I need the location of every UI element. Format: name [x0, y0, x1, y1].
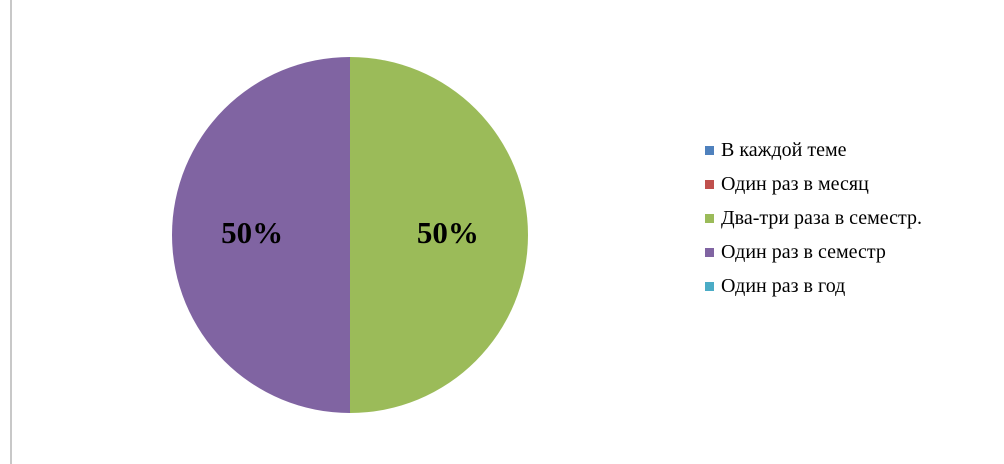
pie-slice-3: [350, 57, 528, 413]
chart-legend: В каждой теме Один раз в месяц Два-три раз…: [705, 133, 922, 303]
legend-label-3: Два-три раза в семестр.: [721, 206, 923, 229]
legend-swatch-3: [705, 213, 714, 223]
data-label-4: 50%: [221, 215, 283, 250]
legend-swatch-2: [705, 179, 714, 189]
legend-item-5: Один раз в год: [705, 269, 922, 303]
legend-item-4: Один раз в семестр: [705, 235, 922, 269]
legend-item-3: Два-три раза в семестр.: [705, 201, 922, 235]
pie-slices: [172, 57, 528, 413]
legend-swatch-1: [705, 145, 714, 155]
legend-swatch-4: [705, 247, 714, 257]
legend-label-1: В каждой теме: [721, 138, 847, 161]
legend-item-1: В каждой теме: [705, 133, 922, 167]
pie-slice-4: [172, 57, 350, 413]
legend-item-2: Один раз в месяц: [705, 167, 922, 201]
left-border-line: [10, 0, 12, 464]
legend-label-2: Один раз в месяц: [721, 172, 869, 195]
legend-label-4: Один раз в семестр: [721, 240, 886, 263]
data-labels: 50% 50%: [221, 215, 479, 250]
legend-swatch-5: [705, 281, 714, 291]
legend-label-5: Один раз в год: [721, 274, 846, 297]
data-label-3: 50%: [417, 215, 479, 250]
